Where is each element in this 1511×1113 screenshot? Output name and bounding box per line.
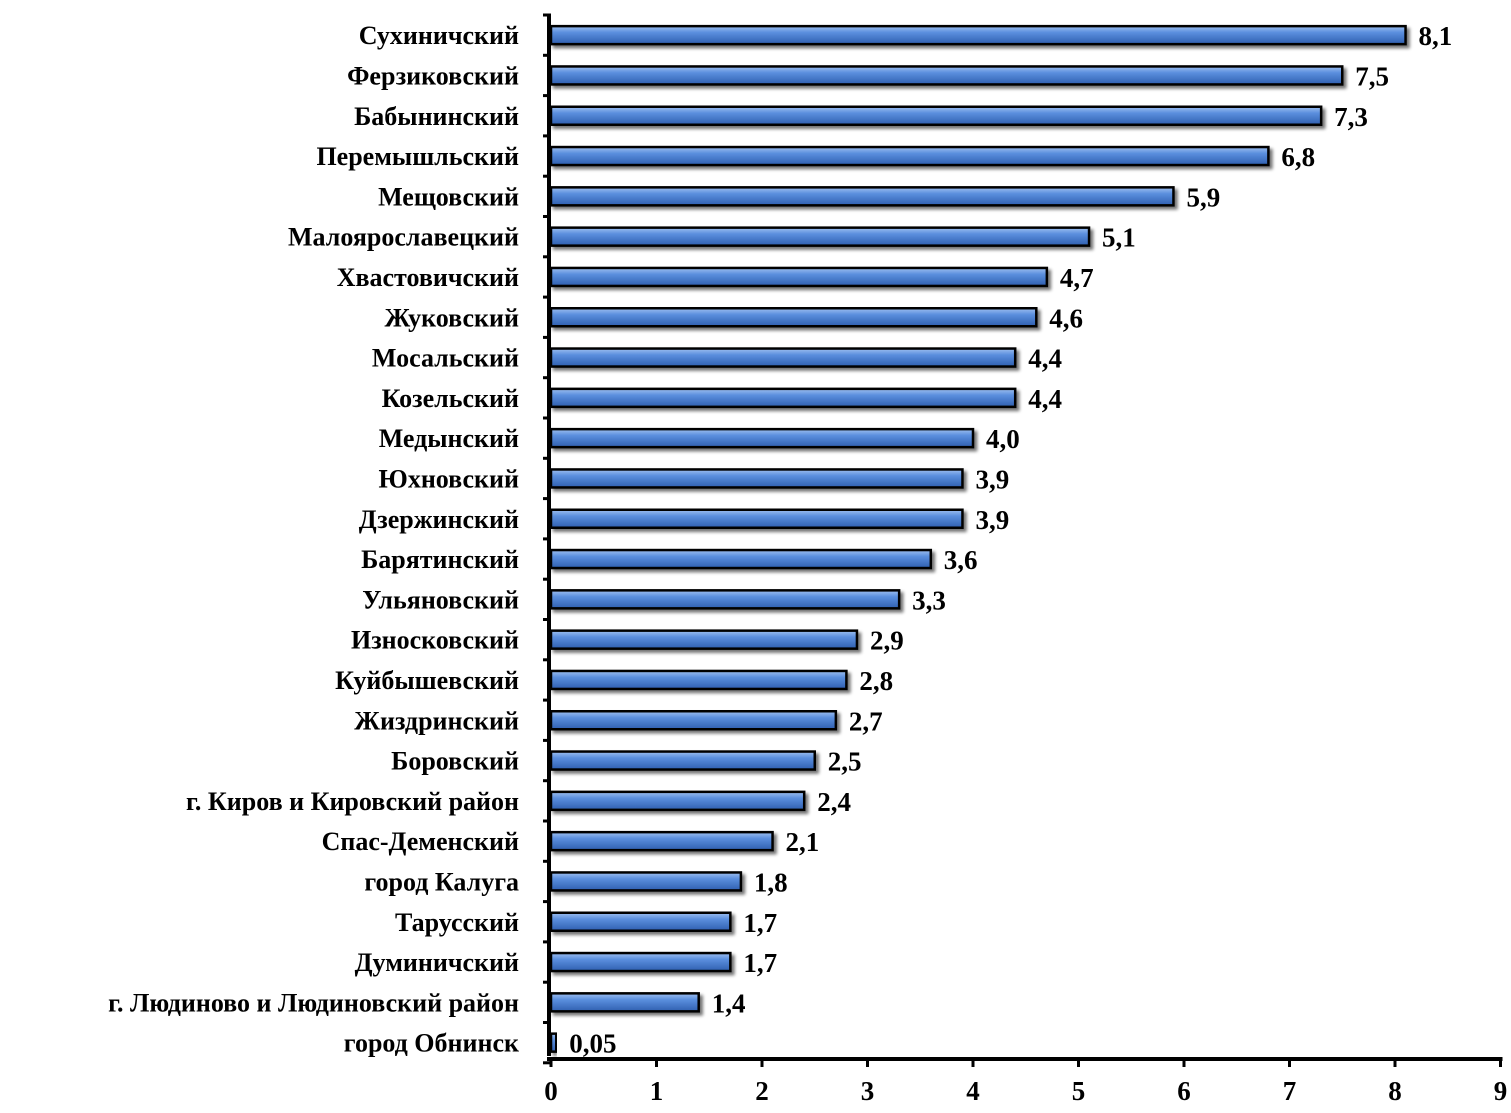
category-label: Хвастовичский <box>337 263 519 292</box>
value-label: 8,1 <box>1419 21 1453 51</box>
value-label: 3,9 <box>975 505 1009 535</box>
value-label: 4,6 <box>1049 303 1083 333</box>
x-tick-label: 1 <box>650 1076 664 1106</box>
bar <box>549 548 933 570</box>
category-label: Жуковский <box>384 303 519 332</box>
bar <box>549 307 1038 328</box>
bar <box>549 508 964 529</box>
value-label: 4,4 <box>1028 344 1062 374</box>
category-label: Мосальский <box>372 344 519 373</box>
x-tick-label: 6 <box>1177 1076 1191 1106</box>
category-label: Бабынинский <box>354 102 519 131</box>
category-label: Износковский <box>351 626 519 655</box>
category-label: город Обнинск <box>344 1029 519 1058</box>
bar <box>549 387 1017 409</box>
x-tick-label: 3 <box>861 1076 875 1106</box>
value-label: 2,7 <box>849 706 883 736</box>
category-label: Сухиничский <box>359 21 519 50</box>
category-label: Куйбышевский <box>335 666 519 695</box>
bar <box>549 145 1270 167</box>
category-label: Ферзиковский <box>347 61 519 90</box>
category-label: г. Киров и Кировский район <box>186 787 519 816</box>
bar <box>549 669 848 691</box>
value-label: 3,6 <box>944 545 978 575</box>
category-labels: Сухиничский Ферзиковский Бабынинский Перемы… <box>108 21 519 1058</box>
x-tick-label: 8 <box>1388 1076 1402 1106</box>
bar <box>549 186 1175 207</box>
category-label: Юхновский <box>379 464 519 493</box>
bar <box>549 1032 558 1053</box>
category-label: Медынский <box>379 424 519 453</box>
category-label: Ульяновский <box>362 585 519 614</box>
value-label: 1,8 <box>754 867 788 897</box>
axes: 0 1 2 3 4 5 6 7 8 9 <box>543 13 1508 1106</box>
bar <box>549 710 838 731</box>
category-label: Тарусский <box>395 908 519 937</box>
bar <box>549 790 806 812</box>
category-label: Дзержинский <box>359 505 519 534</box>
bar <box>549 427 975 449</box>
bar <box>549 24 1407 46</box>
bar <box>549 911 732 932</box>
bar <box>549 951 732 973</box>
value-label: 7,3 <box>1334 102 1368 132</box>
bar <box>549 468 964 489</box>
x-tick-label: 7 <box>1283 1076 1297 1106</box>
value-label: 5,9 <box>1186 182 1220 212</box>
value-label: 2,9 <box>870 626 904 656</box>
value-label: 2,5 <box>828 747 862 777</box>
value-label: 2,1 <box>786 827 820 857</box>
category-label: Боровский <box>391 747 519 776</box>
value-label: 4,4 <box>1028 384 1062 414</box>
bar <box>549 347 1017 368</box>
value-label: 2,4 <box>817 787 851 817</box>
x-tick-label: 9 <box>1494 1076 1508 1106</box>
category-label: Спас-Деменский <box>322 827 519 856</box>
bar <box>549 629 859 650</box>
value-label: 4,0 <box>986 424 1020 454</box>
bar <box>549 65 1344 86</box>
bar <box>549 992 700 1013</box>
category-label: Жиздринский <box>354 706 519 735</box>
value-label: 3,9 <box>975 464 1009 494</box>
x-tick-label: 0 <box>544 1076 558 1106</box>
category-label: Перемышльский <box>316 142 519 171</box>
bar <box>549 830 774 852</box>
category-label: Барятинский <box>361 545 519 574</box>
x-tick-label: 2 <box>755 1076 769 1106</box>
x-tick-label: 5 <box>1072 1076 1086 1106</box>
category-label: Козельский <box>382 384 519 413</box>
category-label: Мещовский <box>378 182 519 211</box>
bar <box>549 226 1091 247</box>
value-label: 2,8 <box>859 666 893 696</box>
x-tick-label: 4 <box>966 1076 980 1106</box>
value-label: 3,3 <box>912 585 946 615</box>
value-labels: 8,1 7,5 7,3 6,8 5,9 5,1 4,7 4,6 4,4 4,4 4,0 3,9 3,9 3… <box>569 21 1452 1059</box>
value-label: 6,8 <box>1281 142 1315 172</box>
value-label: 0,05 <box>569 1029 616 1059</box>
bar <box>549 750 816 771</box>
bars-layer <box>549 24 1407 1053</box>
value-label: 1,7 <box>743 908 777 938</box>
category-label: г. Людиново и Людиновский район <box>108 988 519 1017</box>
category-label: город Калуга <box>364 867 519 896</box>
value-label: 1,4 <box>712 988 746 1018</box>
bar <box>549 871 743 892</box>
bar <box>549 105 1323 126</box>
category-label: Думиничский <box>355 948 519 977</box>
bar <box>549 266 1049 288</box>
category-label: Малоярославецкий <box>288 223 519 252</box>
value-label: 7,5 <box>1355 61 1389 91</box>
value-label: 1,7 <box>743 948 777 978</box>
value-label: 5,1 <box>1102 223 1136 253</box>
bar <box>549 589 901 610</box>
value-label: 4,7 <box>1060 263 1094 293</box>
